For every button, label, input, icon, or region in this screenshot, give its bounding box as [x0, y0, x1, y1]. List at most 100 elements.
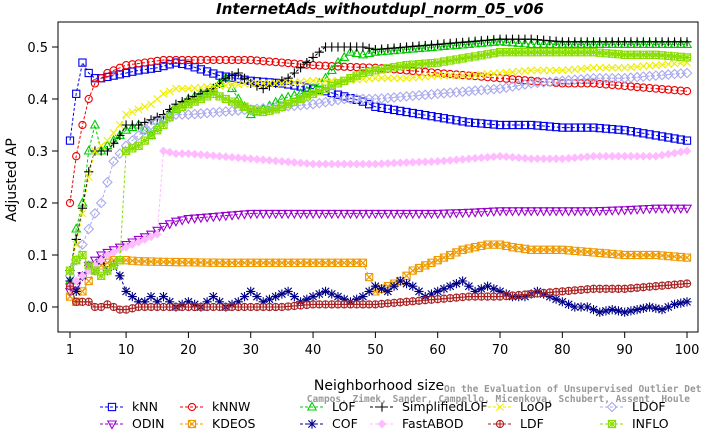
data-point	[563, 299, 574, 309]
series-kdeos	[65, 240, 692, 306]
data-point	[265, 57, 274, 66]
data-point	[645, 83, 654, 93]
data-point	[65, 266, 75, 275]
data-point	[446, 69, 455, 79]
data-point	[220, 211, 231, 222]
data-point	[619, 206, 630, 216]
data-point	[271, 57, 280, 67]
data-point	[97, 141, 106, 150]
x-tick-label: 50	[367, 343, 384, 358]
series-ldf	[65, 279, 692, 314]
data-point	[178, 84, 187, 93]
data-point	[215, 92, 224, 101]
data-point	[196, 65, 206, 74]
data-point	[302, 83, 311, 92]
data-point	[115, 121, 124, 129]
data-point	[84, 297, 93, 306]
data-point	[588, 207, 599, 217]
data-point	[146, 292, 156, 302]
data-point	[190, 55, 199, 65]
data-point	[669, 38, 680, 48]
data-point	[233, 68, 243, 78]
data-point	[271, 105, 280, 114]
legend-label: LDOF	[632, 399, 666, 414]
data-point	[582, 38, 593, 48]
data-point	[221, 94, 230, 104]
legend-item-knnw: kNNW	[180, 399, 250, 414]
data-point	[321, 159, 330, 169]
data-point	[227, 97, 237, 106]
data-point	[452, 116, 461, 125]
y-axis-title: Adjusted AP	[4, 138, 20, 222]
data-point	[258, 209, 269, 220]
data-point	[83, 223, 95, 235]
data-point	[96, 255, 106, 265]
data-point	[527, 66, 536, 75]
data-point	[533, 66, 542, 75]
data-point	[451, 209, 462, 219]
data-point	[644, 204, 655, 215]
y-tick-label: 0.4	[27, 93, 48, 108]
data-point	[656, 38, 668, 48]
legend-marker	[107, 402, 117, 412]
data-point	[327, 81, 336, 91]
data-point	[427, 72, 436, 81]
data-point	[121, 242, 131, 252]
data-point	[377, 159, 386, 169]
data-point	[282, 209, 294, 220]
data-point	[203, 83, 212, 92]
data-point	[72, 256, 81, 265]
data-point	[502, 120, 511, 130]
data-point	[90, 74, 100, 83]
data-point	[401, 43, 412, 54]
legend-label: kNNW	[212, 399, 250, 414]
data-point	[251, 209, 263, 220]
data-point	[439, 71, 448, 80]
data-point	[340, 62, 349, 71]
data-point	[139, 124, 150, 134]
data-point	[295, 209, 306, 220]
data-point	[289, 68, 299, 78]
data-point	[446, 115, 455, 124]
data-point	[332, 209, 344, 220]
data-point	[165, 147, 175, 157]
data-point	[302, 58, 312, 68]
data-point	[470, 118, 480, 128]
data-point	[408, 281, 418, 291]
data-point	[377, 65, 386, 74]
data-point	[214, 297, 225, 307]
data-point	[626, 306, 636, 316]
data-point	[520, 153, 530, 163]
data-point	[614, 81, 623, 90]
data-point	[258, 155, 268, 165]
data-point	[289, 292, 299, 302]
data-point	[676, 135, 685, 144]
data-point	[321, 61, 330, 70]
data-point	[544, 207, 556, 217]
data-point	[576, 302, 586, 312]
data-point	[682, 136, 692, 145]
data-point	[389, 281, 399, 291]
data-point	[202, 150, 212, 160]
data-point	[576, 79, 586, 88]
data-point	[415, 73, 423, 82]
data-point	[184, 149, 193, 158]
data-point	[508, 67, 517, 76]
data-point	[234, 100, 243, 109]
data-point	[564, 123, 573, 132]
data-point	[65, 136, 75, 145]
data-point	[178, 55, 187, 65]
data-point	[452, 155, 461, 165]
data-point	[619, 38, 630, 48]
data-point	[433, 71, 442, 80]
data-point	[283, 286, 293, 296]
legend-item-kdeos: KDEOS	[180, 416, 256, 431]
data-point	[657, 132, 667, 141]
data-point	[195, 214, 207, 224]
data-point	[601, 80, 611, 89]
data-point	[184, 84, 193, 93]
data-point	[208, 212, 219, 223]
data-point	[289, 158, 299, 167]
data-point	[96, 251, 107, 261]
legend-label: COF	[332, 416, 358, 431]
